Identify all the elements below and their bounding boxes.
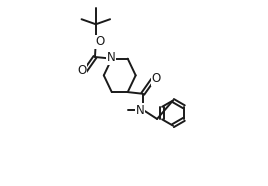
Text: O: O <box>95 35 104 48</box>
Text: N: N <box>135 104 144 117</box>
Text: N: N <box>107 51 115 64</box>
Text: O: O <box>151 72 161 85</box>
Text: O: O <box>77 64 87 77</box>
